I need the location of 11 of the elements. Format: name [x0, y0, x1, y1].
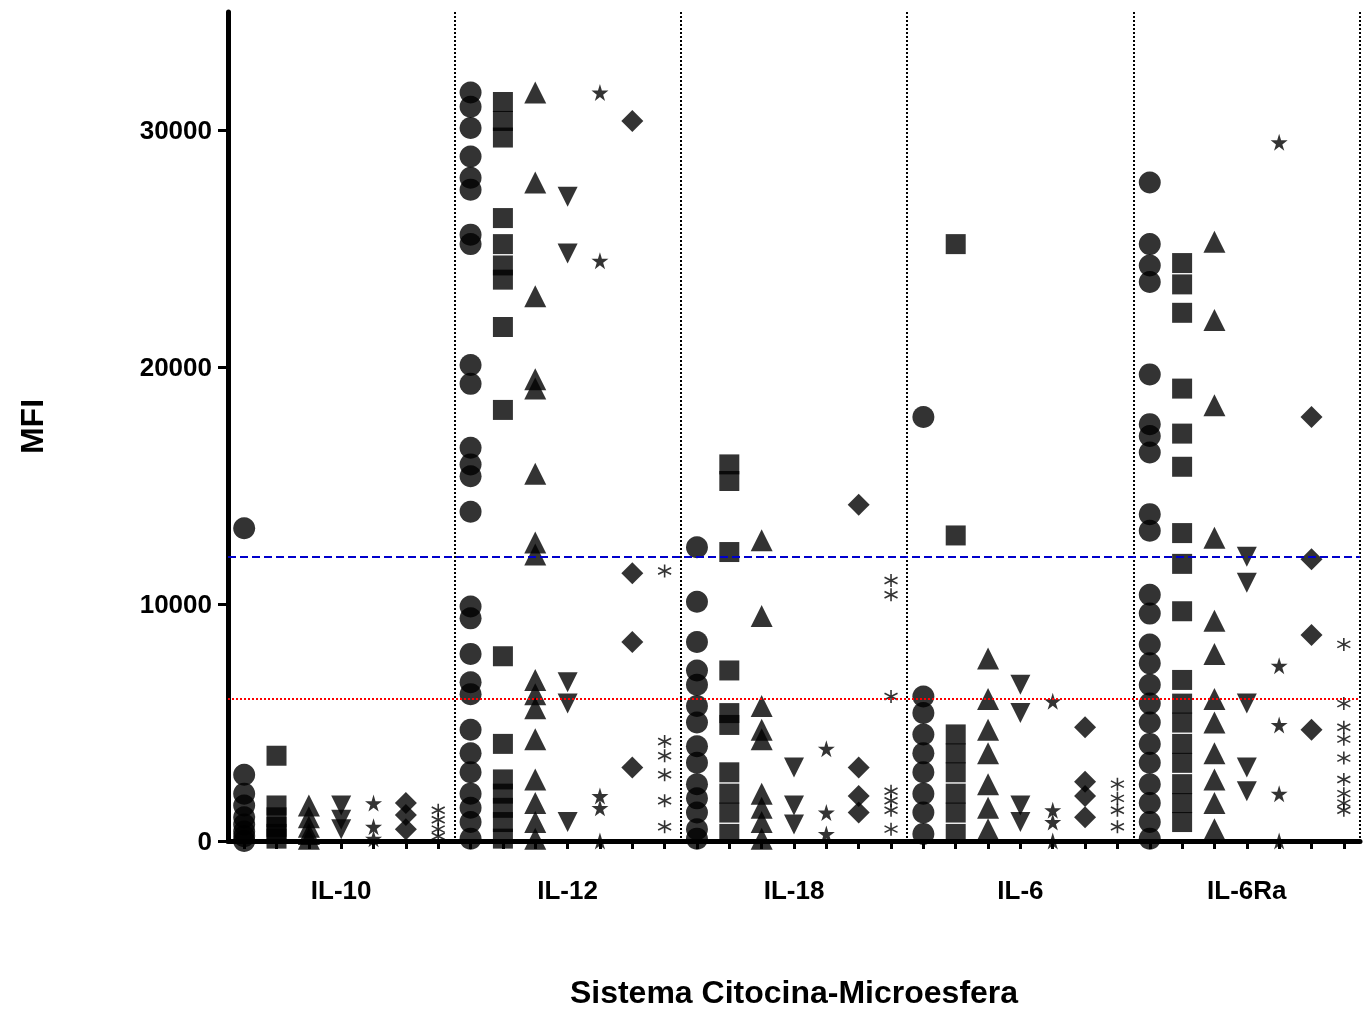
x-tick-label: IL-10 [310, 875, 372, 905]
y-axis-title: MFI [14, 398, 50, 455]
x-tick-label: IL-12 [537, 875, 598, 905]
y-tick-label: 10000 [139, 589, 212, 620]
x-tick-label: IL-6 [997, 875, 1044, 905]
y-tick-label: 0 [197, 826, 212, 856]
x-tick-label: IL-6Ra [1207, 875, 1288, 905]
y-tick-label: 20000 [139, 352, 212, 383]
x-tick-label: IL-18 [763, 875, 825, 905]
y-tick-label: 30000 [139, 115, 212, 146]
x-axis-title: Sistema Citocina-Microesfera [569, 974, 1019, 1010]
